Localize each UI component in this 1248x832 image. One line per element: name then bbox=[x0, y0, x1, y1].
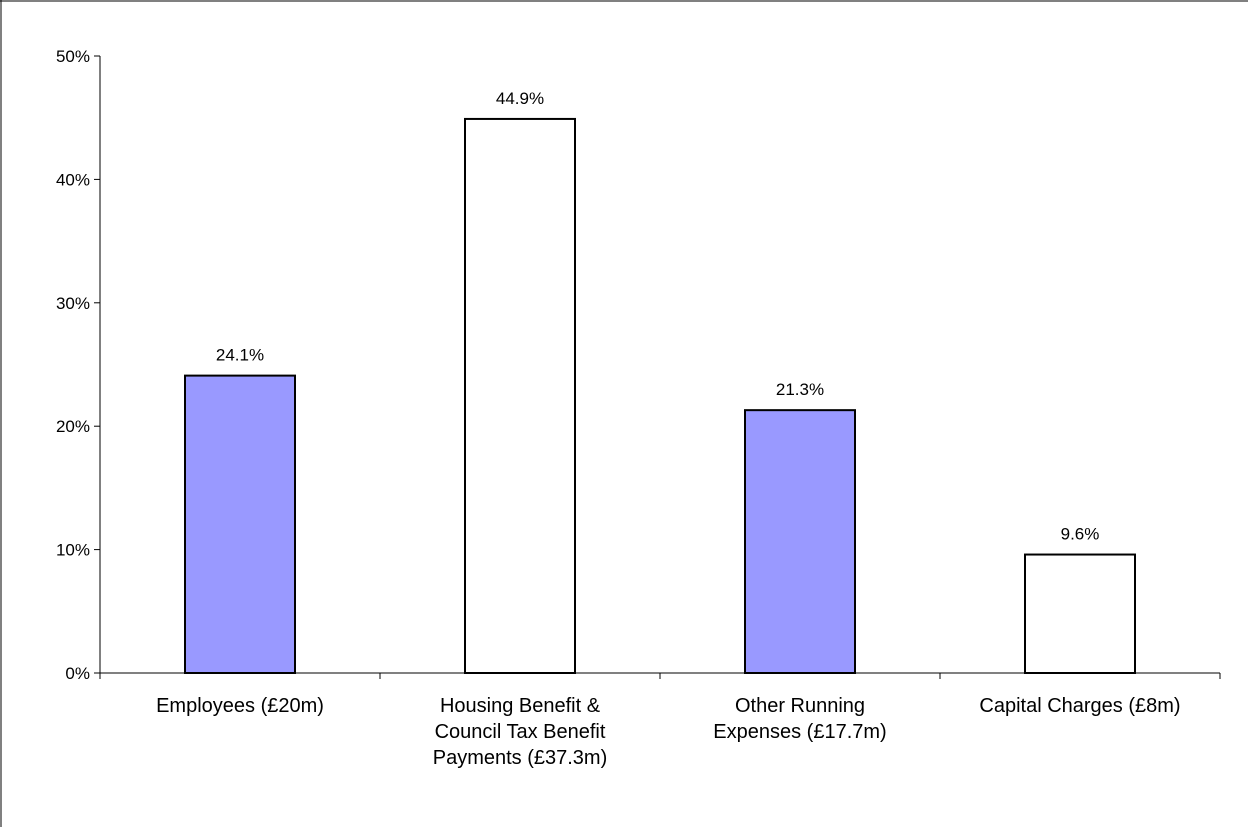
bars bbox=[184, 117, 1136, 675]
x-tick-label: Employees (£20m) bbox=[156, 695, 324, 717]
y-tick-label: 40% bbox=[56, 170, 90, 189]
y-axis: 0% 10% 20% 30% 40% 50% bbox=[56, 47, 101, 683]
y-tick-label: 10% bbox=[56, 541, 90, 560]
bar-value-label: 44.9% bbox=[496, 89, 544, 108]
bar-value-label: 24.1% bbox=[216, 346, 264, 365]
y-tick-label: 20% bbox=[56, 417, 90, 436]
x-tick-label: Expenses (£17.7m) bbox=[713, 721, 886, 743]
x-tick-label: Payments (£37.3m) bbox=[433, 747, 608, 769]
x-tick-label: Other Running bbox=[735, 695, 865, 717]
y-tick-label: 0% bbox=[65, 664, 90, 683]
bar bbox=[744, 409, 856, 674]
bar-value-label: 21.3% bbox=[776, 380, 824, 399]
x-tick-labels: Employees (£20m) Housing Benefit & Council… bbox=[156, 695, 1181, 769]
bar bbox=[1024, 553, 1136, 675]
x-tick-label: Housing Benefit & bbox=[440, 695, 601, 717]
x-tick-label: Council Tax Benefit bbox=[435, 721, 606, 743]
x-tick-label: Capital Charges (£8m) bbox=[979, 695, 1180, 717]
value-labels: 24.1% 44.9% 21.3% 9.6% bbox=[216, 89, 1099, 544]
bar bbox=[464, 117, 576, 674]
y-tick-label: 50% bbox=[56, 47, 90, 66]
bar bbox=[184, 374, 296, 674]
bar-value-label: 9.6% bbox=[1061, 525, 1100, 544]
y-tick-label: 30% bbox=[56, 294, 90, 313]
